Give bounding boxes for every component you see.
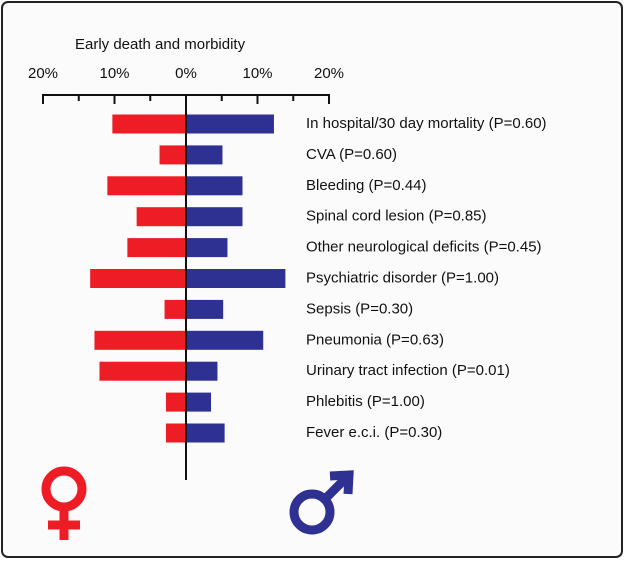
x-tick-label: 10% <box>242 65 272 82</box>
bar <box>186 145 223 165</box>
category-label: Bleeding (P=0.44) <box>306 177 427 194</box>
bar <box>186 330 264 350</box>
bar <box>165 423 186 443</box>
bar <box>186 176 243 196</box>
bar <box>186 238 228 258</box>
category-label: Pneumonia (P=0.63) <box>306 331 444 348</box>
bar <box>164 299 186 319</box>
bar <box>186 114 274 134</box>
category-label: CVA (P=0.60) <box>306 146 397 163</box>
category-label: Sepsis (P=0.30) <box>306 300 413 317</box>
bar <box>186 423 225 443</box>
bar <box>99 361 186 381</box>
category-label: In hospital/30 day mortality (P=0.60) <box>306 115 547 132</box>
category-label: Urinary tract infection (P=0.01) <box>306 362 510 379</box>
bar <box>186 361 218 381</box>
bar <box>186 207 243 227</box>
bar <box>136 207 186 227</box>
female-symbol <box>41 466 87 540</box>
bar <box>112 114 186 134</box>
bar <box>90 269 186 288</box>
bar <box>186 269 286 288</box>
x-tick-label: 20% <box>28 65 58 82</box>
bar <box>186 392 212 412</box>
bar <box>159 145 186 165</box>
bar <box>127 238 186 258</box>
category-label: Psychiatric disorder (P=1.00) <box>306 269 499 286</box>
x-tick-label: 0% <box>175 65 197 82</box>
bar <box>107 176 186 196</box>
chart-title: Early death and morbidity <box>75 36 246 53</box>
category-label: Other neurological deficits (P=0.45) <box>306 239 542 256</box>
bar <box>94 330 186 350</box>
x-tick-label: 20% <box>314 65 344 82</box>
category-label: Fever e.c.i. (P=0.30) <box>306 424 442 441</box>
category-label: Spinal cord lesion (P=0.85) <box>306 208 487 225</box>
category-label: Phlebitis (P=1.00) <box>306 393 425 410</box>
male-symbol <box>289 470 354 535</box>
bar <box>165 392 186 412</box>
bar <box>186 299 224 319</box>
x-tick-label: 10% <box>99 65 129 82</box>
